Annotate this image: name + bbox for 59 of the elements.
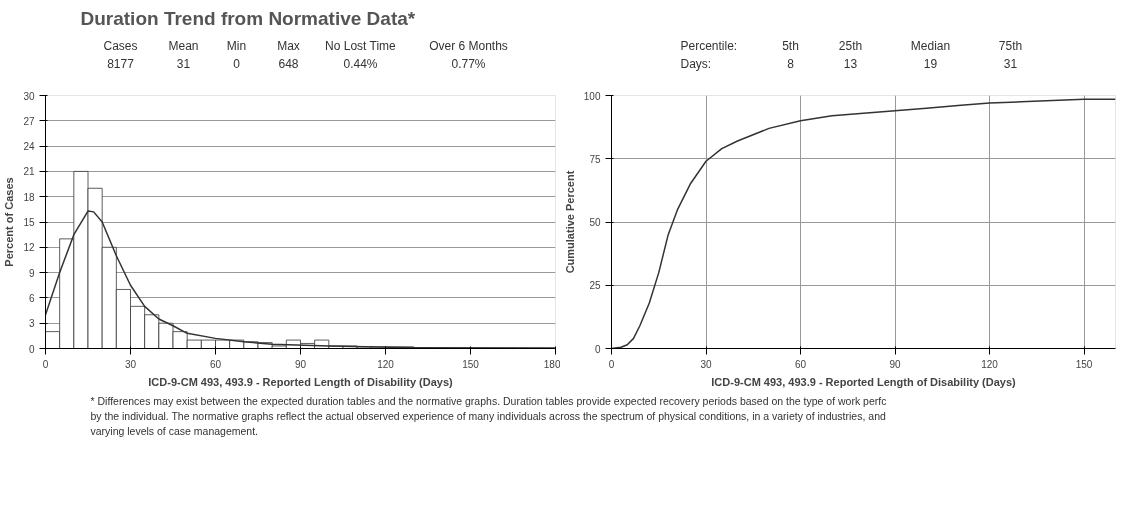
text: 19	[923, 57, 938, 71]
x-tick-label: 150	[1075, 358, 1093, 370]
text: by the individual. The normative graphs reflect the actual observed experience of many individuals across the spectrum of physical conditions, in a variety of industries, and	[90, 409, 886, 422]
y-tick-label: 50	[589, 217, 601, 228]
x-tick-label: 60	[794, 358, 807, 370]
y-tick-label: 100	[583, 90, 601, 102]
x-tick-label: 180	[543, 358, 561, 370]
text: Days:	[680, 56, 712, 71]
x-tick-label: 30	[700, 358, 712, 370]
text: No Lost Time	[325, 38, 397, 53]
x-tick-label: 90	[294, 358, 307, 370]
text: varying levels of case management.	[90, 424, 259, 437]
y-tick-label: 3	[28, 318, 35, 330]
y-tick-label: 12	[23, 242, 35, 254]
y-axis-title: Percent of Cases	[3, 177, 16, 267]
x-tick-label: 30	[124, 358, 137, 370]
x-tick-label: 150	[462, 358, 480, 370]
text: 31	[1003, 57, 1018, 71]
y-tick-label: 75	[589, 153, 601, 165]
text: 8	[787, 57, 795, 71]
x-tick-label: 0	[608, 358, 615, 370]
y-tick-label: 30	[23, 90, 35, 102]
text: * Differences may exist between the expected duration tables and the normative graphs. Duration tables provide expected recovery periods based on the type of work perfc	[90, 394, 887, 407]
y-tick-label: 18	[23, 191, 35, 203]
y-tick-label: 25	[589, 280, 601, 292]
text: 75th	[998, 38, 1023, 53]
x-axis-title: ICD-9-CM 493, 493.9 - Reported Length of Disability (Days)	[711, 375, 1017, 388]
x-tick-label: 0	[42, 358, 49, 370]
x-axis-title: ICD-9-CM 493, 493.9 - Reported Length of Disability (Days)	[148, 375, 454, 388]
text: Median	[910, 38, 951, 53]
y-tick-label: 27	[23, 115, 35, 127]
y-tick-label: 0	[594, 343, 601, 355]
text: Max	[277, 38, 300, 53]
text: Percentile:	[680, 38, 738, 53]
text: Min	[226, 38, 247, 53]
text: 0	[233, 57, 241, 71]
x-tick-label: 60	[209, 358, 222, 370]
x-tick-label: 90	[889, 358, 901, 370]
text: Cases	[103, 38, 138, 53]
text: Mean	[168, 38, 199, 53]
y-axis-title: Cumulative Percent	[563, 170, 576, 274]
y-tick-label: 15	[23, 217, 35, 228]
text: 0.44%	[343, 56, 378, 71]
text: 13	[843, 57, 858, 71]
text: 31	[176, 57, 191, 71]
text: Duration Trend from Normative Data*	[80, 8, 416, 29]
y-tick-label: 9	[28, 267, 35, 279]
text: 648	[278, 57, 299, 71]
text: 8177	[107, 57, 135, 71]
text: 0.77%	[451, 56, 486, 71]
y-tick-label: 0	[28, 343, 35, 355]
x-tick-label: 120	[981, 358, 999, 370]
y-tick-label: 21	[23, 166, 35, 178]
y-tick-label: 6	[28, 292, 35, 304]
x-tick-label: 120	[377, 358, 395, 370]
y-tick-label: 24	[23, 141, 35, 153]
text: 25th	[838, 38, 863, 53]
text: Over 6 Months	[429, 38, 508, 53]
text: 5th	[782, 38, 799, 53]
